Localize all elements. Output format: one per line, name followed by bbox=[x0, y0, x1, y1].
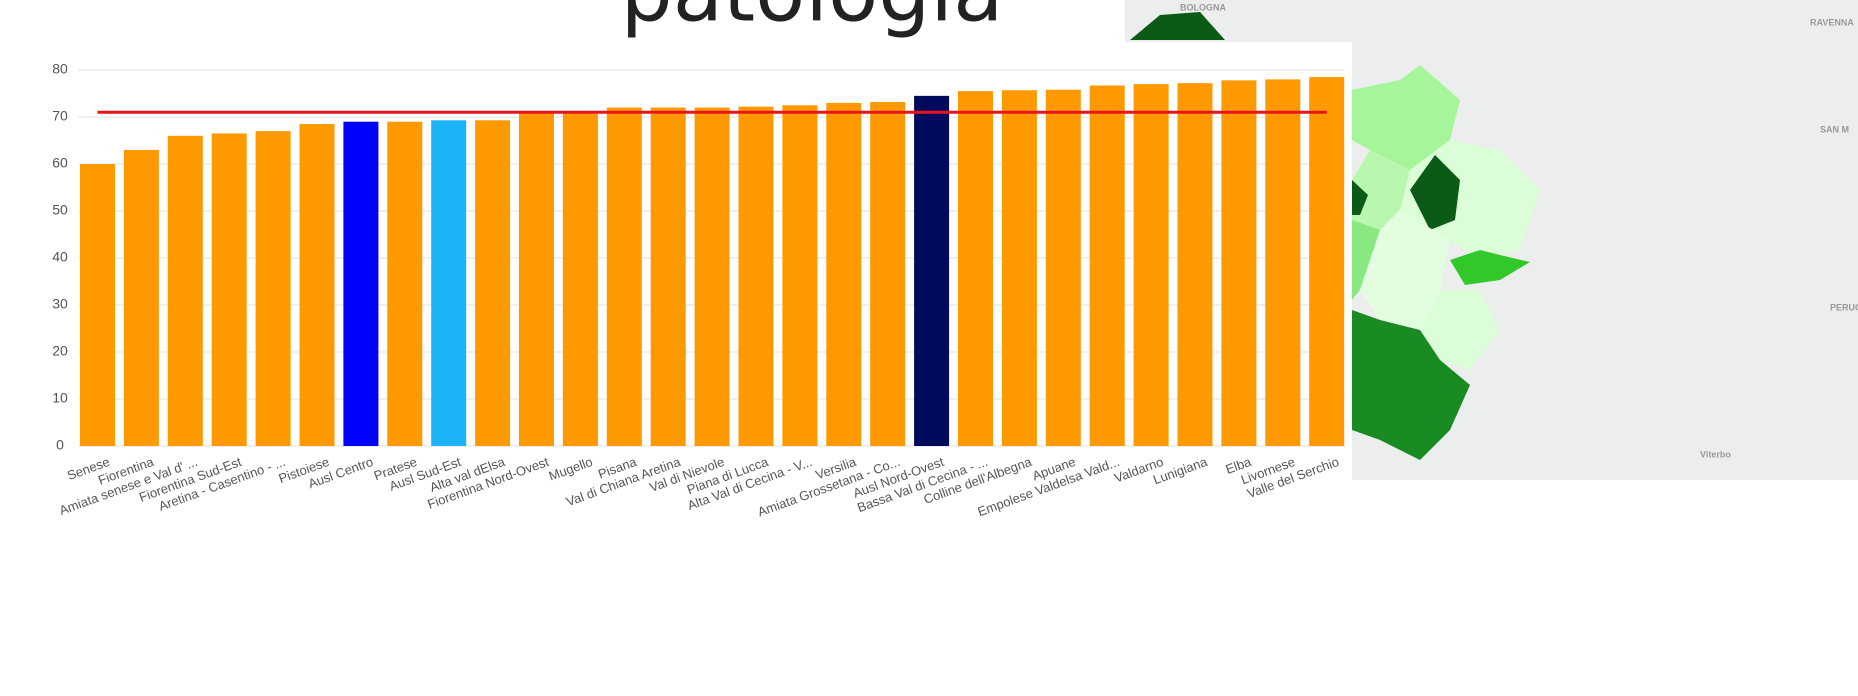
bar bbox=[1309, 77, 1345, 447]
bar bbox=[519, 112, 554, 447]
y-tick-label: 0 bbox=[56, 437, 64, 453]
bar bbox=[914, 95, 950, 446]
y-tick-label: 60 bbox=[52, 155, 68, 171]
map-label: RAVENNA bbox=[1810, 17, 1854, 27]
bar bbox=[255, 131, 291, 446]
bar bbox=[606, 107, 642, 446]
map-region bbox=[1420, 290, 1500, 370]
map-region bbox=[1352, 180, 1368, 215]
bar bbox=[958, 91, 993, 447]
bar bbox=[80, 164, 115, 446]
plot: 01020304050607080SeneseFiorentinaAmiata … bbox=[52, 61, 1345, 519]
map-region bbox=[1352, 65, 1460, 170]
bar bbox=[1177, 83, 1213, 446]
bar bbox=[782, 105, 818, 446]
map-region bbox=[1352, 220, 1380, 300]
bar bbox=[738, 106, 774, 446]
map-label: Viterbo bbox=[1700, 449, 1731, 459]
map-region bbox=[1130, 12, 1225, 40]
bar bbox=[167, 135, 203, 447]
bar bbox=[650, 107, 686, 446]
y-tick-label: 30 bbox=[52, 296, 68, 312]
map-region bbox=[1360, 210, 1450, 330]
bar bbox=[870, 101, 906, 447]
map-region bbox=[1450, 250, 1530, 285]
bar bbox=[1089, 85, 1125, 446]
bar bbox=[1133, 84, 1169, 446]
bar bbox=[1265, 79, 1301, 447]
bar bbox=[694, 107, 730, 446]
bar bbox=[1001, 90, 1037, 447]
y-tick-label: 70 bbox=[52, 108, 68, 124]
bar bbox=[431, 120, 467, 446]
map-label: BOLOGNA bbox=[1180, 2, 1226, 12]
bar bbox=[475, 120, 511, 446]
bar bbox=[826, 102, 862, 447]
y-tick-label: 10 bbox=[52, 390, 68, 406]
map-region bbox=[1352, 150, 1410, 230]
y-tick-label: 20 bbox=[52, 343, 68, 359]
map-label: PERUG bbox=[1830, 302, 1858, 312]
bar bbox=[211, 133, 247, 446]
y-tick-label: 40 bbox=[52, 249, 68, 265]
bar bbox=[299, 124, 335, 447]
bar bbox=[387, 121, 423, 446]
bar bbox=[1221, 80, 1257, 446]
bar bbox=[1045, 89, 1081, 447]
bar bbox=[343, 121, 379, 446]
y-tick-label: 80 bbox=[52, 61, 68, 77]
map-region bbox=[1410, 155, 1460, 230]
chart-title: patologia bbox=[621, 0, 1004, 40]
y-tick-label: 50 bbox=[52, 202, 68, 218]
bar bbox=[562, 112, 598, 447]
bar bbox=[123, 149, 159, 446]
map-region bbox=[1352, 310, 1470, 460]
map-label: SAN M bbox=[1820, 124, 1849, 134]
